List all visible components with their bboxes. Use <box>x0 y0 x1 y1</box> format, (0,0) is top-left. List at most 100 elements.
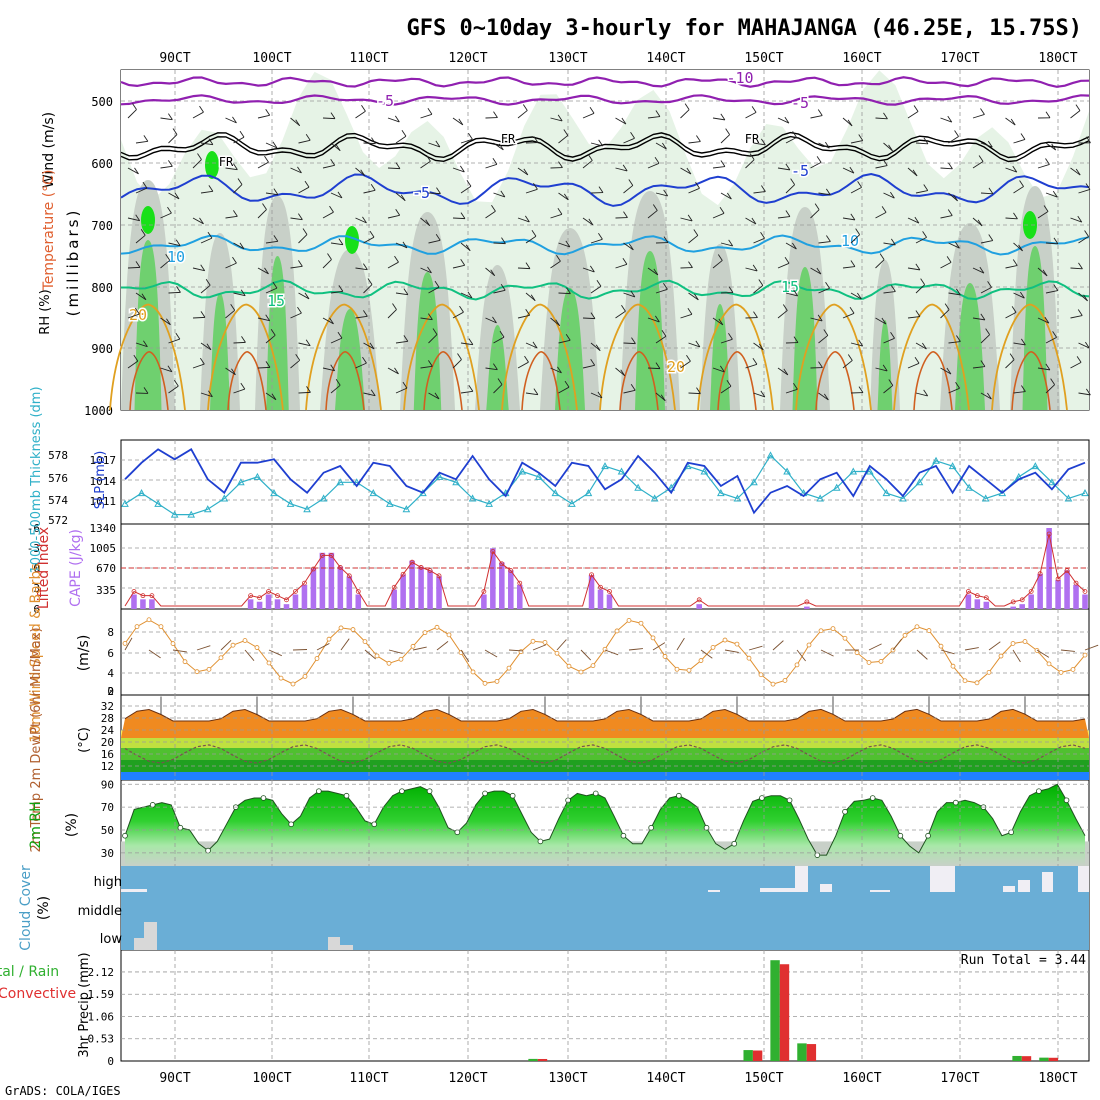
wind-barb-flag <box>265 314 271 321</box>
thickness-point <box>650 494 659 502</box>
wind-barb-flag <box>272 281 278 289</box>
contour-freezing <box>120 131 1090 159</box>
wind-barb <box>192 159 202 169</box>
wind-barb <box>558 242 570 248</box>
wind-barb <box>655 142 667 150</box>
wind-barb-flag <box>233 210 238 217</box>
wind10-barb <box>436 641 449 651</box>
thickness-point <box>137 489 146 497</box>
wind-barb-flag <box>955 288 961 296</box>
wind-barb <box>850 292 862 300</box>
wind10-point <box>746 655 752 661</box>
wind10-point <box>146 617 152 623</box>
rh2-point <box>676 792 682 799</box>
wind-barb-flag <box>392 303 397 310</box>
wind-barb-flag <box>302 228 308 235</box>
thickness-tick-label: 572 <box>48 514 68 527</box>
cape-bar <box>588 575 595 609</box>
wind-barb-flag <box>232 116 237 124</box>
wind-barb <box>623 292 635 298</box>
wind-barb-flag <box>598 233 603 240</box>
wind-barb-flag <box>751 217 757 225</box>
wind10-barb <box>892 638 902 651</box>
wind-barb <box>485 267 495 277</box>
wind-barb <box>233 341 246 344</box>
wind-barb <box>810 161 822 169</box>
cape-bar <box>265 594 272 609</box>
wind-barb <box>257 114 270 119</box>
wind-barb <box>745 267 758 272</box>
wind-barb-flag <box>490 269 496 276</box>
wind-barb-flag <box>923 137 929 145</box>
wind-barb-flag <box>849 166 855 174</box>
wind10-point <box>266 660 272 666</box>
wind-barb-flag <box>720 160 726 167</box>
wind-barb <box>485 163 498 169</box>
cape-bar <box>283 604 290 609</box>
wind-barb <box>225 309 235 319</box>
wind-barb-flag <box>793 383 798 390</box>
pressure-tick-label: 1000 <box>84 404 113 418</box>
wind10-point <box>794 662 800 668</box>
wind-barb <box>745 159 755 169</box>
top-tick-label: 110CT <box>349 51 388 66</box>
wind-barb <box>777 262 790 269</box>
cape-bar <box>310 568 317 609</box>
wind10-barb <box>940 649 955 655</box>
wind-barb <box>558 292 571 295</box>
wind-barb <box>493 289 506 294</box>
wind-barb <box>330 337 343 344</box>
wind10-point <box>554 650 560 656</box>
wind-barb <box>647 317 660 323</box>
wind10-point <box>182 659 188 665</box>
wind-barb <box>948 292 961 296</box>
wind-barb-flag <box>758 279 764 286</box>
p8-label-total: Total / Rain <box>0 964 59 980</box>
wind-barb <box>420 317 433 321</box>
p1-label-rh: RH (%) <box>38 289 53 334</box>
wind-barb-flag <box>693 293 699 301</box>
wind-barb <box>615 263 628 269</box>
wind-barb <box>883 242 896 246</box>
contour-25 <box>619 351 659 411</box>
wind-barb <box>525 188 538 194</box>
wind-barb <box>265 334 276 344</box>
wind-barb-flag <box>847 354 853 361</box>
wind-barb-flag <box>783 368 789 376</box>
wind-barb <box>1078 236 1089 244</box>
wind-barb <box>615 367 625 377</box>
wind-barb-flag <box>850 260 856 267</box>
thickness-tick-label: 576 <box>48 472 68 485</box>
wind-barb-flag <box>1076 356 1082 363</box>
thickness-point <box>303 505 311 513</box>
wind-barb <box>980 240 993 244</box>
wind-barb-flag <box>782 304 788 311</box>
wind-barb-flag <box>1018 244 1023 252</box>
cape-bar <box>319 552 326 609</box>
thickness-point <box>584 489 593 497</box>
wind-barb-flag <box>792 131 797 138</box>
wind-barb <box>712 260 723 269</box>
wind-barb <box>720 338 733 344</box>
cape-bar <box>804 606 810 609</box>
wind10-line <box>124 619 1086 685</box>
cape-bar <box>499 562 505 609</box>
rh2-point <box>343 792 350 799</box>
y-axis-labels: Wind (m/s) Temperature (°C) RH (%) (mill… <box>0 112 108 1058</box>
wind-barb <box>460 390 473 394</box>
wind-barb-flag <box>522 104 528 111</box>
wind-barb <box>127 266 141 269</box>
wind-barb-flag <box>370 184 376 191</box>
rh2-tick-label: 50 <box>101 824 114 837</box>
wind-barb-flag <box>175 332 181 340</box>
thickness-point <box>1031 462 1040 470</box>
wind-barb <box>387 214 400 219</box>
wind-barb-flag <box>335 144 341 151</box>
wind-barb <box>363 392 376 397</box>
li-tick-label: 0 <box>33 562 40 575</box>
contour-20 <box>305 303 382 411</box>
wind-barb-flag <box>890 238 896 246</box>
wind-barb-flag <box>663 283 668 290</box>
wind-barb-flag <box>1012 165 1018 173</box>
wind-barb <box>688 187 700 194</box>
